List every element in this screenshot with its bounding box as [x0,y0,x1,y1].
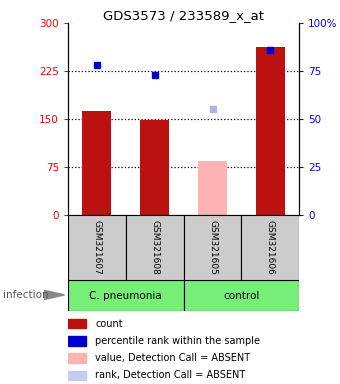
Bar [256,47,285,215]
Text: GSM321607: GSM321607 [92,220,101,275]
Bar [68,280,184,311]
Bar [184,280,299,311]
Bar [68,319,86,328]
Bar [126,215,184,280]
Bar [68,353,86,363]
Text: percentile rank within the sample: percentile rank within the sample [95,336,260,346]
Title: GDS3573 / 233589_x_at: GDS3573 / 233589_x_at [103,9,264,22]
Text: GSM321605: GSM321605 [208,220,217,275]
Text: value, Detection Call = ABSENT: value, Detection Call = ABSENT [95,353,250,363]
Text: rank, Detection Call = ABSENT: rank, Detection Call = ABSENT [95,370,245,381]
Bar [68,215,126,280]
Text: GSM321608: GSM321608 [150,220,159,275]
Bar [68,371,86,380]
Text: C. pneumonia: C. pneumonia [89,291,162,301]
Text: GSM321606: GSM321606 [266,220,275,275]
Text: control: control [223,291,259,301]
Polygon shape [44,290,65,300]
Bar [68,336,86,346]
Text: infection: infection [3,290,49,300]
Bar [241,215,299,280]
Text: count: count [95,318,123,329]
Bar [198,161,227,215]
Bar [82,111,112,215]
Bar [184,215,241,280]
Bar [140,120,169,215]
